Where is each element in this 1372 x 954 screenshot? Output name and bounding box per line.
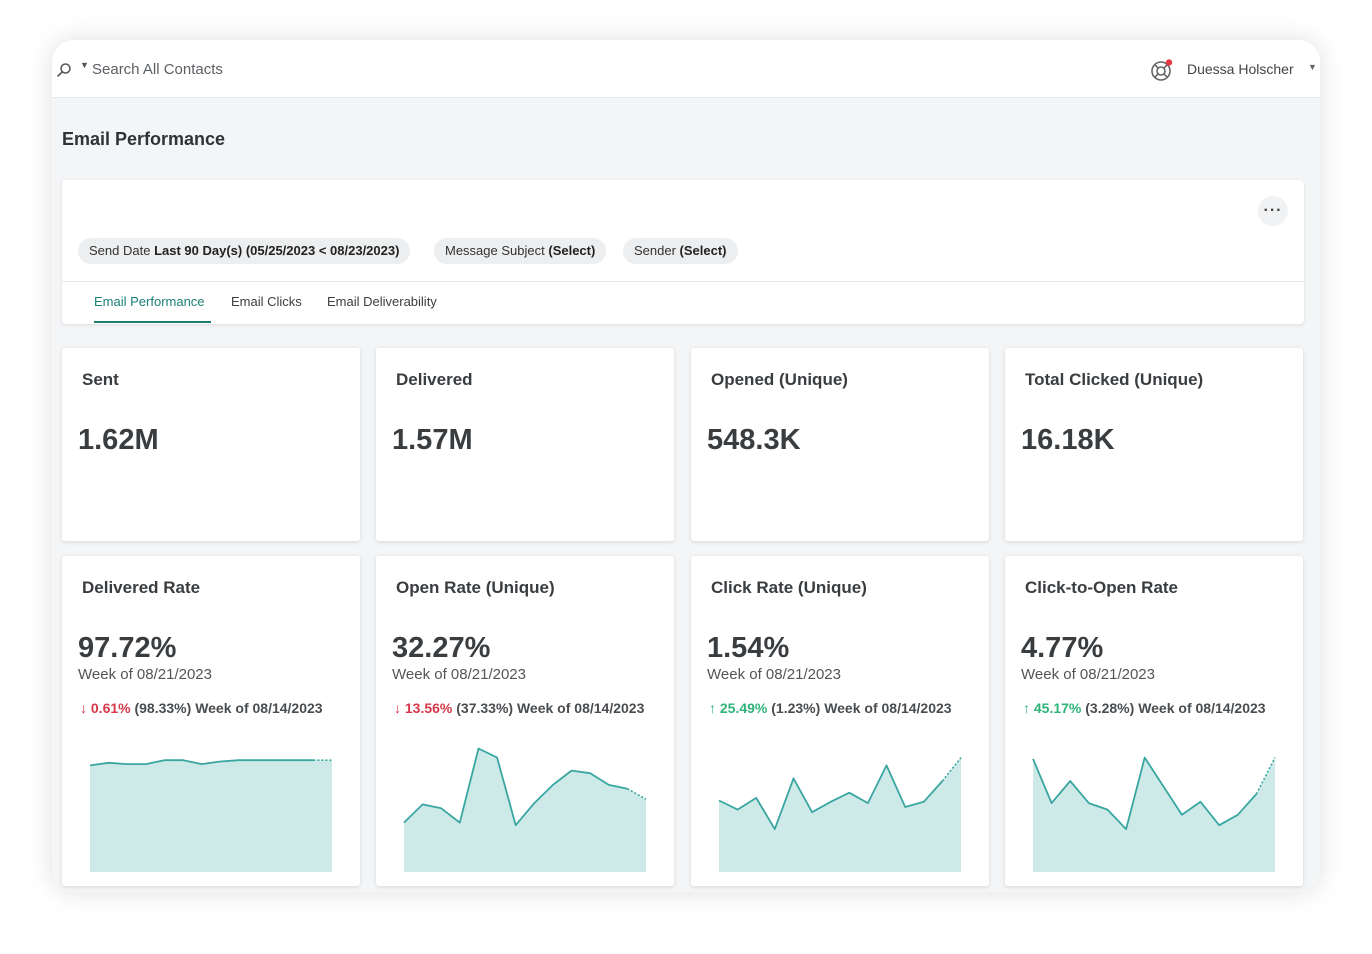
help-lifebuoy-icon[interactable]	[1150, 58, 1174, 82]
kpi-title: Total Clicked (Unique)	[1025, 370, 1204, 389]
rate-title: Click Rate (Unique)	[711, 578, 867, 597]
active-tab-indicator	[94, 321, 211, 323]
sparkline-line	[89, 759, 314, 767]
filter-chip-message-subject[interactable]: Message Subject (Select)	[434, 238, 607, 264]
kpi-value: 16.18K	[1021, 424, 1115, 456]
kpi-card-sent: Sent 1.62M	[62, 348, 360, 541]
rate-change: ↑ 25.49% (1.23%) Week of 08/14/2023	[709, 700, 977, 716]
sparkline-chart	[1032, 756, 1276, 872]
app-window: ▼ Duessa Holscher ▼ Email Performance ··…	[52, 40, 1320, 892]
sparkline-chart	[718, 757, 962, 872]
change-arrow-up-icon: ↑	[709, 700, 716, 716]
divider	[62, 281, 1304, 282]
sparkline-chart	[403, 747, 647, 872]
change-percent: 0.61%	[90, 700, 131, 716]
previous-week-label: Week of 08/14/2023	[516, 700, 645, 716]
previous-value: (3.28%)	[1085, 700, 1135, 716]
rate-title: Open Rate (Unique)	[396, 578, 555, 597]
sparkline-line	[1032, 756, 1258, 830]
rate-card-click-rate: Click Rate (Unique) 1.54% Week of 08/21/…	[691, 556, 989, 886]
search-icon[interactable]	[56, 62, 72, 78]
change-percent: 45.17%	[1033, 700, 1082, 716]
change-percent: 25.49%	[719, 700, 768, 716]
user-menu-name[interactable]: Duessa Holscher	[1187, 61, 1294, 77]
filter-chip-sender[interactable]: Sender (Select)	[623, 238, 738, 264]
filter-label: Sender	[634, 243, 676, 258]
rate-card-open-rate: Open Rate (Unique) 32.27% Week of 08/21/…	[376, 556, 674, 886]
previous-week-label: Week of 08/14/2023	[1138, 700, 1266, 716]
previous-value: (98.33%)	[134, 700, 192, 716]
filter-panel: ··· Send Date Last 90 Day(s) (05/25/2023…	[62, 180, 1304, 324]
rate-title: Click-to-Open Rate	[1025, 578, 1179, 597]
sparkline-area	[1033, 757, 1275, 872]
kpi-title: Sent	[82, 370, 119, 389]
rate-week-label: Week of 08/21/2023	[1021, 666, 1155, 683]
rate-card-click-to-open-rate: Click-to-Open Rate 4.77% Week of 08/21/2…	[1005, 556, 1303, 886]
sparkline-area	[90, 760, 332, 872]
previous-value: (37.33%)	[456, 700, 514, 716]
sparkline-line	[718, 764, 944, 830]
change-arrow-down-icon: ↓	[394, 700, 401, 716]
filter-label: Send Date	[89, 243, 151, 258]
tab-email-deliverability[interactable]: Email Deliverability	[327, 294, 437, 309]
change-arrow-down-icon: ↓	[80, 700, 87, 716]
tab-email-clicks[interactable]: Email Clicks	[231, 294, 302, 309]
sparkline-partial-segment	[627, 788, 647, 800]
filter-value: Last 90 Day(s) (05/25/2023 < 08/23/2023)	[154, 243, 400, 258]
filter-value: (Select)	[679, 243, 727, 258]
kpi-value: 1.62M	[78, 424, 159, 456]
sparkline-partial-segment	[1255, 757, 1276, 795]
more-options-button[interactable]: ···	[1258, 196, 1288, 226]
rate-card-delivered-rate: Delivered Rate 97.72% Week of 08/21/2023…	[62, 556, 360, 886]
previous-week-label: Week of 08/14/2023	[824, 700, 952, 716]
sparkline-line	[403, 747, 628, 827]
rate-week-label: Week of 08/21/2023	[78, 666, 212, 683]
previous-week-label: Week of 08/14/2023	[195, 700, 323, 716]
rate-value: 4.77%	[1021, 632, 1104, 664]
filter-label: Message Subject	[445, 243, 545, 258]
top-bar: ▼ Duessa Holscher ▼	[52, 40, 1320, 98]
page-title: Email Performance	[62, 129, 226, 149]
rate-change: ↓ 0.61% (98.33%) Week of 08/14/2023	[80, 700, 348, 716]
sparkline-partial-segment	[941, 757, 962, 782]
change-percent: 13.56%	[404, 700, 453, 716]
rate-change: ↓ 13.56% (37.33%) Week of 08/14/2023	[394, 700, 662, 716]
tab-email-performance[interactable]: Email Performance	[94, 294, 205, 309]
sparkline-area	[404, 748, 646, 872]
search-scope-dropdown-icon[interactable]: ▼	[80, 60, 89, 70]
change-arrow-up-icon: ↑	[1023, 700, 1030, 716]
rate-week-label: Week of 08/21/2023	[707, 666, 841, 683]
kpi-title: Opened (Unique)	[711, 370, 848, 389]
rate-title: Delivered Rate	[82, 578, 201, 597]
rate-value: 97.72%	[78, 632, 177, 664]
kpi-card-delivered: Delivered 1.57M	[376, 348, 674, 541]
sparkline-area	[719, 757, 961, 872]
search-input[interactable]	[92, 58, 352, 80]
chevron-down-icon[interactable]: ▼	[1308, 62, 1317, 72]
filter-chip-send-date[interactable]: Send Date Last 90 Day(s) (05/25/2023 < 0…	[78, 238, 411, 264]
kpi-title: Delivered	[396, 370, 473, 389]
rate-value: 32.27%	[392, 632, 491, 664]
kpi-card-total-clicked: Total Clicked (Unique) 16.18K	[1005, 348, 1303, 541]
filter-value: (Select)	[548, 243, 596, 258]
kpi-card-opened: Opened (Unique) 548.3K	[691, 348, 989, 541]
sparkline-chart	[89, 759, 332, 872]
kpi-value: 1.57M	[392, 424, 473, 456]
rate-value: 1.54%	[707, 632, 790, 664]
previous-value: (1.23%)	[771, 700, 821, 716]
rate-change: ↑ 45.17% (3.28%) Week of 08/14/2023	[1023, 700, 1291, 716]
rate-week-label: Week of 08/21/2023	[392, 666, 526, 683]
kpi-value: 548.3K	[707, 424, 801, 456]
